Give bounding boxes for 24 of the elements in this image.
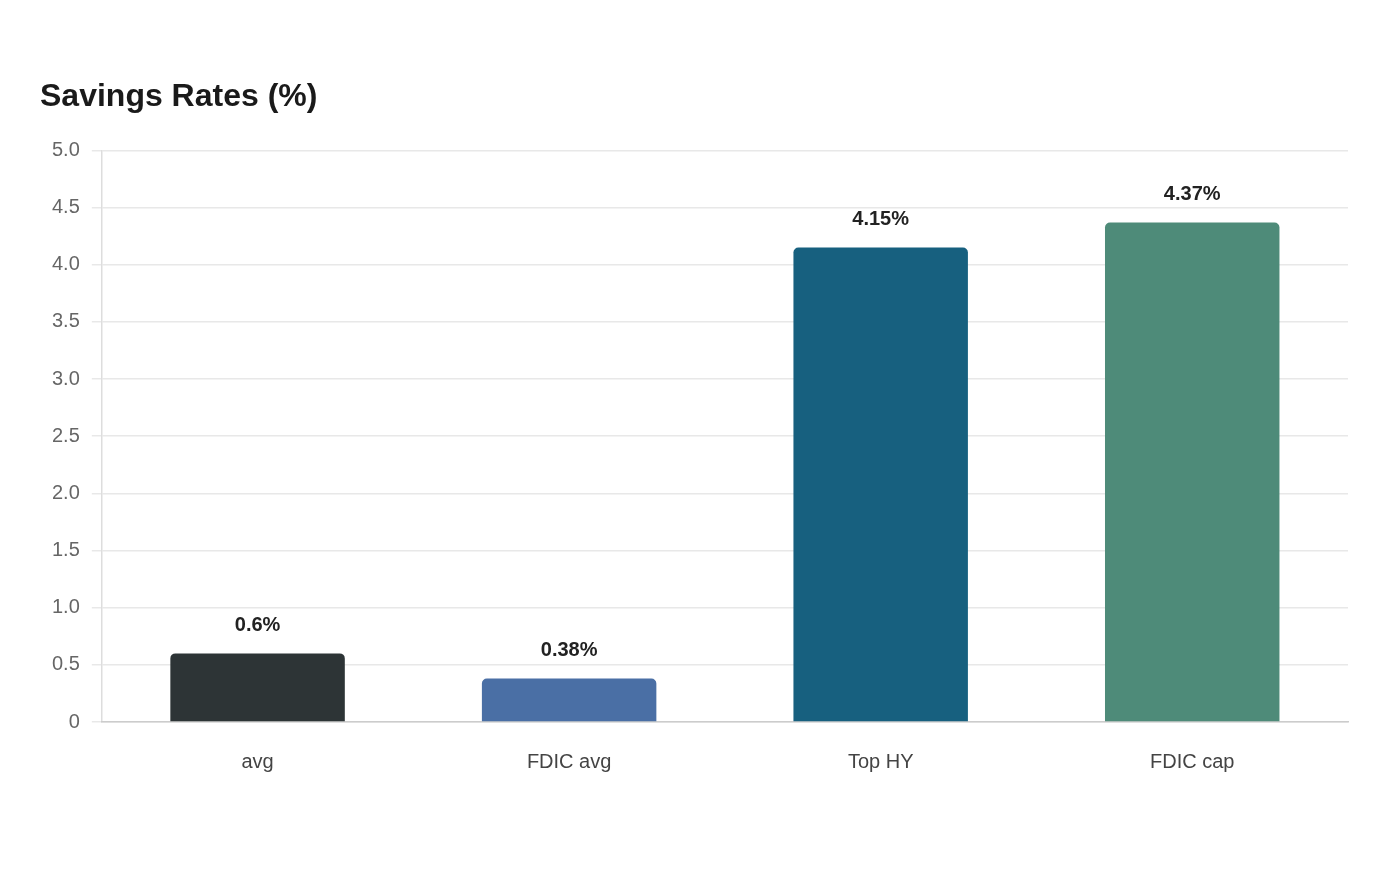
x-tick-label: Top HY bbox=[847, 749, 914, 772]
x-tick-label: FDIC cap bbox=[1149, 749, 1235, 772]
y-tick-label: 2.5 bbox=[51, 423, 80, 446]
data-label: 4.15% bbox=[852, 207, 910, 230]
y-tick-label: 4.0 bbox=[51, 252, 80, 275]
y-tick-label: 4.5 bbox=[51, 195, 80, 218]
data-label: 4.37% bbox=[1163, 181, 1221, 204]
y-tick-label: 3.5 bbox=[51, 309, 80, 332]
data-label: 0.6% bbox=[234, 612, 281, 635]
y-tick-label: 0 bbox=[68, 709, 80, 732]
chart-title: Savings Rates (%) bbox=[40, 77, 318, 114]
bar bbox=[170, 653, 345, 722]
y-tick-label: 1.5 bbox=[51, 538, 80, 561]
y-tick-label: 1.0 bbox=[51, 595, 80, 618]
bar bbox=[793, 247, 968, 722]
y-tick-label: 0.5 bbox=[51, 652, 80, 675]
x-tick-label: FDIC avg bbox=[526, 749, 612, 772]
y-tick-label: 3.0 bbox=[51, 366, 80, 389]
bar bbox=[481, 678, 657, 722]
y-tick-label: 5.0 bbox=[51, 137, 80, 160]
y-tick-label: 2.0 bbox=[51, 480, 80, 503]
x-tick-label: avg bbox=[241, 749, 274, 772]
data-label: 0.38% bbox=[540, 638, 598, 661]
bar bbox=[1104, 222, 1280, 722]
